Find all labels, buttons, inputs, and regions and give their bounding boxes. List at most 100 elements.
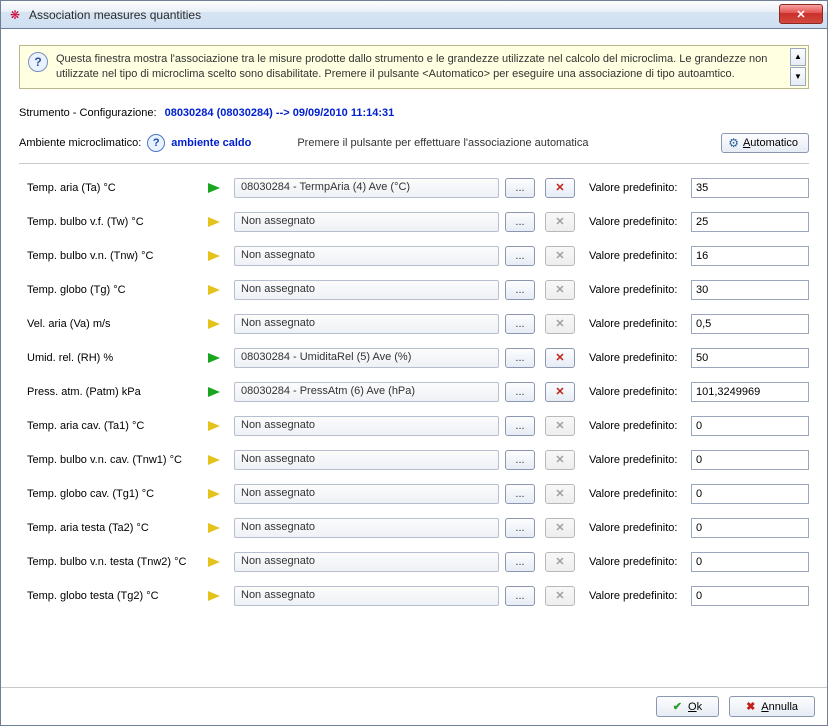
automatic-button-label: Automatico: [743, 137, 798, 149]
default-value-label: Valore predefinito:: [585, 352, 685, 364]
quantity-label: Temp. globo testa (Tg2) °C: [27, 590, 202, 602]
quantity-label: Temp. bulbo v.n. (Tnw) °C: [27, 250, 202, 262]
assigned-measure-field: 08030284 - TermpAria (4) Ave (°C): [234, 178, 499, 198]
separator: [19, 163, 809, 164]
quantity-label: Temp. aria (Ta) °C: [27, 182, 202, 194]
info-scroll-down[interactable]: ▼: [790, 67, 806, 85]
default-value-input[interactable]: [691, 450, 809, 470]
info-text: Questa finestra mostra l'associazione tr…: [56, 52, 800, 82]
help-icon[interactable]: ?: [147, 134, 165, 152]
default-value-input[interactable]: [691, 178, 809, 198]
browse-button[interactable]: ...: [505, 450, 535, 470]
quantity-label: Temp. globo (Tg) °C: [27, 284, 202, 296]
status-flag-icon: [208, 353, 222, 363]
info-scroll-up[interactable]: ▲: [790, 48, 806, 66]
environment-value: ambiente caldo: [171, 137, 251, 149]
quantity-row: Temp. bulbo v.n. (Tnw) °C Non assegnato..…: [27, 246, 809, 266]
clear-button: ✕: [545, 552, 575, 572]
browse-button[interactable]: ...: [505, 382, 535, 402]
status-flag-icon: [208, 217, 222, 227]
quantity-row: Temp. globo (Tg) °CNon assegnato...✕Valo…: [27, 280, 809, 300]
clear-button: ✕: [545, 280, 575, 300]
status-flag-icon: [208, 523, 222, 533]
browse-button[interactable]: ...: [505, 518, 535, 538]
assigned-measure-field: Non assegnato: [234, 552, 499, 572]
default-value-label: Valore predefinito:: [585, 216, 685, 228]
default-value-input[interactable]: [691, 280, 809, 300]
default-value-label: Valore predefinito:: [585, 522, 685, 534]
clear-button: ✕: [545, 450, 575, 470]
browse-button[interactable]: ...: [505, 416, 535, 436]
default-value-label: Valore predefinito:: [585, 182, 685, 194]
quantity-row: Temp. bulbo v.n. cav. (Tnw1) °CNon asseg…: [27, 450, 809, 470]
browse-button[interactable]: ...: [505, 212, 535, 232]
browse-button[interactable]: ...: [505, 280, 535, 300]
quantity-row: Press. atm. (Patm) kPa08030284 - PressAt…: [27, 382, 809, 402]
default-value-input[interactable]: [691, 348, 809, 368]
ok-label: Ok: [688, 701, 702, 713]
environment-label: Ambiente microclimatico:: [19, 137, 141, 149]
clear-button: ✕: [545, 484, 575, 504]
clear-button[interactable]: ✕: [545, 382, 575, 402]
quantity-row: Temp. aria (Ta) °C 08030284 - TermpAria (…: [27, 178, 809, 198]
clear-button[interactable]: ✕: [545, 348, 575, 368]
quantity-row: Temp. aria testa (Ta2) °CNon assegnato..…: [27, 518, 809, 538]
default-value-label: Valore predefinito:: [585, 488, 685, 500]
default-value-input[interactable]: [691, 586, 809, 606]
quantity-row: Temp. globo testa (Tg2) °C Non assegnato.…: [27, 586, 809, 606]
app-icon: ❋: [7, 7, 23, 23]
quantity-label: Press. atm. (Patm) kPa: [27, 386, 202, 398]
clear-button[interactable]: ✕: [545, 178, 575, 198]
default-value-label: Valore predefinito:: [585, 556, 685, 568]
clear-button: ✕: [545, 586, 575, 606]
quantity-label: Temp. aria testa (Ta2) °C: [27, 522, 202, 534]
browse-button[interactable]: ...: [505, 246, 535, 266]
quantity-row: Temp. aria cav. (Ta1) °CNon assegnato...…: [27, 416, 809, 436]
assigned-measure-field: Non assegnato: [234, 484, 499, 504]
browse-button[interactable]: ...: [505, 314, 535, 334]
status-flag-icon: [208, 251, 222, 261]
browse-button[interactable]: ...: [505, 484, 535, 504]
default-value-input[interactable]: [691, 416, 809, 436]
default-value-input[interactable]: [691, 212, 809, 232]
titlebar: ❋ Association measures quantities ✕: [1, 1, 827, 29]
browse-button[interactable]: ...: [505, 348, 535, 368]
dialog-window: ❋ Association measures quantities ✕ ? Qu…: [0, 0, 828, 726]
quantities-grid: Temp. aria (Ta) °C 08030284 - TermpAria (…: [19, 172, 809, 677]
ok-button[interactable]: ✔ Ok: [656, 696, 719, 717]
default-value-input[interactable]: [691, 246, 809, 266]
assigned-measure-field: Non assegnato: [234, 212, 499, 232]
default-value-label: Valore predefinito:: [585, 318, 685, 330]
browse-button[interactable]: ...: [505, 178, 535, 198]
default-value-input[interactable]: [691, 382, 809, 402]
status-flag-icon: [208, 285, 222, 295]
assigned-measure-field: Non assegnato: [234, 586, 499, 606]
default-value-input[interactable]: [691, 484, 809, 504]
automatic-button[interactable]: ⚙ Automatico: [721, 133, 809, 153]
close-button[interactable]: ✕: [779, 4, 823, 24]
default-value-input[interactable]: [691, 552, 809, 572]
default-value-label: Valore predefinito:: [585, 420, 685, 432]
info-box: ? Questa finestra mostra l'associazione …: [19, 45, 809, 89]
default-value-input[interactable]: [691, 314, 809, 334]
gear-icon: ⚙: [728, 136, 739, 150]
status-flag-icon: [208, 557, 222, 567]
cancel-button[interactable]: ✖ Annulla: [729, 696, 815, 717]
browse-button[interactable]: ...: [505, 552, 535, 572]
status-flag-icon: [208, 421, 222, 431]
status-flag-icon: [208, 455, 222, 465]
quantity-row: Umid. rel. (RH) %08030284 - UmiditaRel (…: [27, 348, 809, 368]
browse-button[interactable]: ...: [505, 586, 535, 606]
content-area: ? Questa finestra mostra l'associazione …: [1, 29, 827, 687]
close-icon: ✕: [796, 8, 805, 21]
clear-button: ✕: [545, 518, 575, 538]
default-value-input[interactable]: [691, 518, 809, 538]
window-title: Association measures quantities: [29, 8, 201, 22]
default-value-label: Valore predefinito:: [585, 454, 685, 466]
assigned-measure-field: Non assegnato: [234, 314, 499, 334]
quantity-row: Temp. globo cav. (Tg1) °CNon assegnato..…: [27, 484, 809, 504]
assigned-measure-field: Non assegnato: [234, 246, 499, 266]
quantity-row: Vel. aria (Va) m/sNon assegnato...✕Valor…: [27, 314, 809, 334]
quantity-row: Temp. bulbo v.n. testa (Tnw2) °CNon asse…: [27, 552, 809, 572]
status-flag-icon: [208, 387, 222, 397]
